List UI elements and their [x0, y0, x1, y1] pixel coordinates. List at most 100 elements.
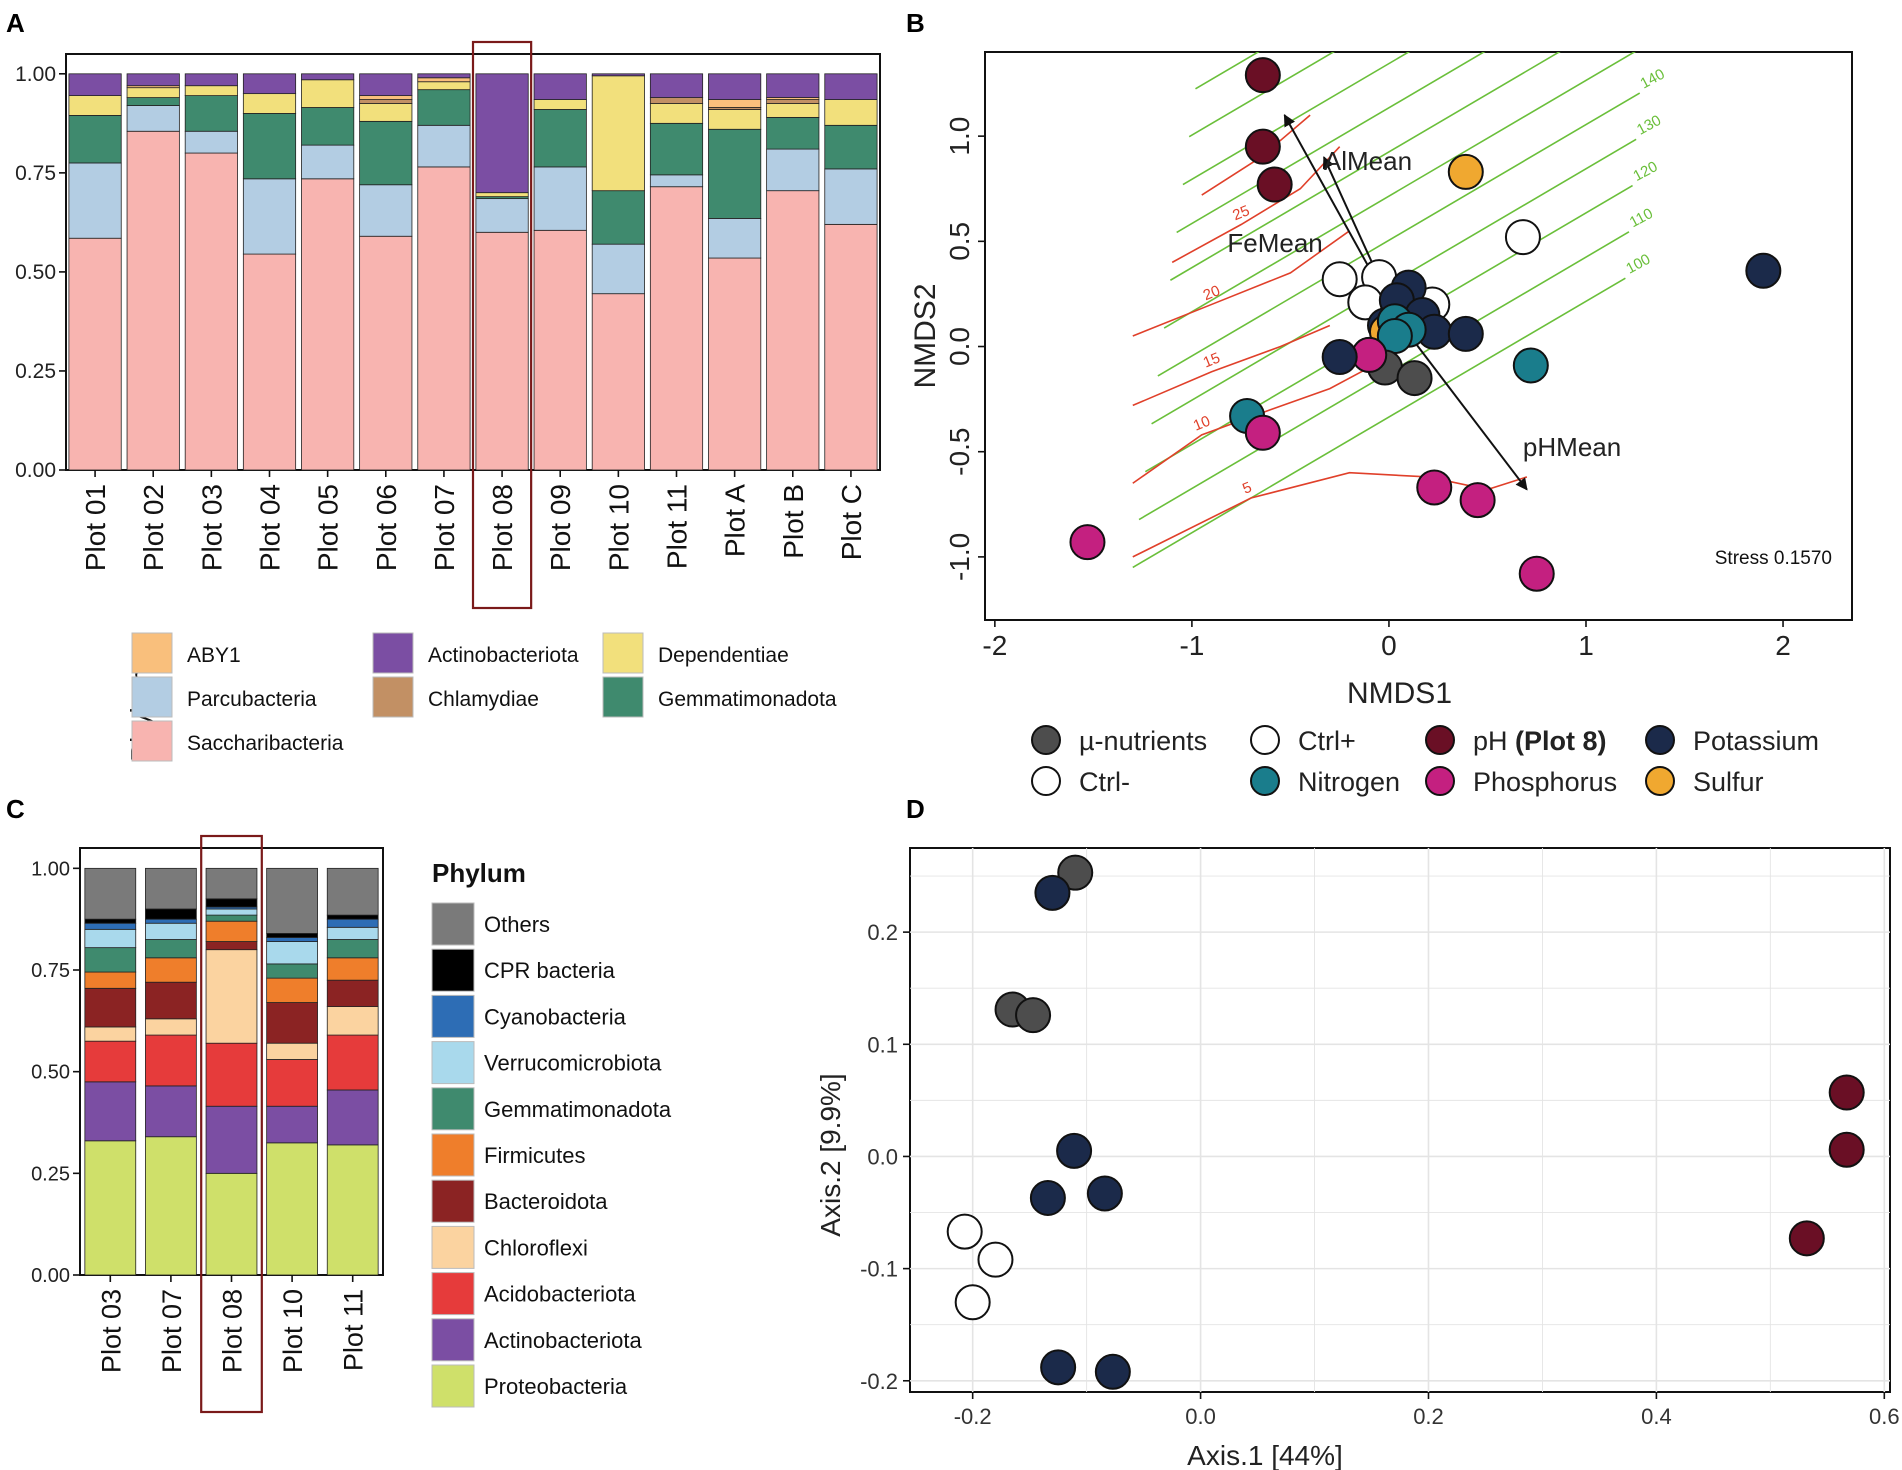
y-tick-label: -0.1 [860, 1257, 898, 1282]
point-nitrogen [1512, 347, 1549, 384]
green-contour-line [1176, 52, 1486, 234]
bar-others-plot-10 [266, 867, 318, 934]
x-tick-label-plot-a: Plot A [720, 484, 751, 557]
y-tick-label: 0.50 [31, 1062, 70, 1084]
bar-parcubacteria-plot-03 [184, 130, 238, 154]
bar-actinobacteriota-plot-b [766, 73, 820, 98]
bar-gemmatimonadota-plot-03 [184, 95, 238, 132]
legend-label-others: Others [484, 912, 550, 937]
red-contour-line [1132, 471, 1528, 558]
point-potassium [1745, 252, 1782, 289]
legend-label-nitrogen: Nitrogen [1298, 767, 1400, 797]
bar-dependentiae-plot-01 [68, 95, 122, 116]
legend-swatch-acidobacteriota [431, 1272, 475, 1316]
point-potassium [1056, 1132, 1093, 1169]
legend-label-potassium: Potassium [1693, 726, 1819, 756]
point-mu-nutrients [1057, 854, 1094, 891]
bar-firmicutes-plot-03 [84, 971, 137, 989]
legend-label-ctrl: Ctrl+ [1298, 726, 1356, 756]
bar-acidobacteriota-plot-11 [326, 1034, 379, 1091]
y-tick-label: 0.75 [15, 162, 56, 185]
bar-aby1-plot-a [708, 99, 762, 108]
bar-gemmatimonadota-plot-10 [591, 190, 645, 245]
highlight-box [471, 40, 533, 610]
bar-parcubacteria-plot-11 [649, 174, 704, 188]
bar-cyanobacteria-plot-07 [145, 918, 197, 924]
x-tick-label-plot-06: Plot 06 [371, 484, 402, 571]
y-tick-label: 0.00 [31, 1265, 70, 1287]
point-phosphorus [1518, 555, 1555, 592]
bar-proteobacteria-plot-07 [145, 1136, 197, 1276]
bar-parcubacteria-plot-04 [242, 178, 297, 255]
bar-saccharibacteria-plot-c [824, 223, 878, 471]
legend-label-aby1: ABY1 [187, 644, 241, 667]
bar-saccharibacteria-plot-08 [475, 231, 529, 471]
bar-gemmatimonadota-plot-02 [126, 97, 180, 106]
y-tick-label: 1.00 [31, 858, 70, 880]
panel-letter-c: C [6, 794, 25, 824]
green-contour-line [1169, 52, 1561, 281]
point-ph [1828, 1074, 1865, 1111]
bar-parcubacteria-plot-09 [533, 166, 587, 231]
y-tick-label: 1.00 [15, 63, 56, 86]
point-mu-nutrients [1031, 725, 1061, 755]
stress-annotation: Stress 0.1570 [1715, 548, 1832, 569]
bar-gemmatimonadota-plot-08 [205, 914, 258, 922]
x-tick-label: 2 [1775, 630, 1791, 661]
legend-swatch-cpr-bacteria [431, 948, 475, 992]
bar-saccharibacteria-plot-07 [417, 166, 471, 471]
x-tick-label: -1 [1179, 630, 1204, 661]
bar-cpr-bacteria-plot-11 [326, 914, 379, 920]
legend-swatch-others [431, 902, 475, 946]
bar-bacteroidota-plot-08 [205, 941, 258, 951]
x-tick-label-plot-08: Plot 08 [487, 484, 518, 571]
panel-a-stacked-bar-chart: 0.00 0.25 0.50 0.75 1.00 Plot 01 Plot 02 Plot 0… [15, 40, 881, 762]
point-phosphorus [1459, 482, 1496, 519]
legend-label-sulfur: Sulfur [1693, 767, 1764, 797]
bar-gemmatimonadota-plot-05 [301, 107, 355, 146]
point-ph [1828, 1131, 1865, 1168]
bar-actinobacteriota-plot-03 [184, 73, 238, 87]
legend-swatch-saccharibacteria [131, 720, 173, 762]
legend-swatch-gemmatimonadota [602, 676, 644, 718]
bar-verrucomicrobiota-plot-03 [84, 928, 137, 949]
red-contour-line [1171, 146, 1341, 264]
vector-label-almean: AlMean [1324, 146, 1412, 176]
legend-title: Phylum [432, 858, 526, 888]
point-ph [1244, 57, 1281, 94]
point-potassium [1034, 874, 1071, 911]
legend-label-phosphorus: Phosphorus [1473, 767, 1617, 797]
bar-gemmatimonadota-plot-09 [533, 109, 587, 168]
bar-bacteroidota-plot-03 [84, 987, 137, 1028]
point-potassium [1086, 1175, 1123, 1212]
bar-dependentiae-plot-06 [359, 103, 413, 122]
legend-label-cpr-bacteria: CPR bacteria [484, 958, 616, 983]
point-potassium [1040, 1349, 1077, 1386]
bar-actinobacteriota-plot-07 [417, 73, 471, 79]
legend-label-cyanobacteria: Cyanobacteria [484, 1004, 627, 1029]
vector-label-phmean: pHMean [1523, 432, 1621, 462]
bar-actinobacteriota-plot-08 [475, 73, 529, 194]
bar-verrucomicrobiota-plot-10 [266, 941, 318, 965]
bar-chloroflexi-plot-11 [326, 1006, 379, 1036]
bar-actinobacteriota-plot-10 [266, 1105, 318, 1144]
bar-gemmatimonadota-plot-06 [359, 120, 413, 186]
legend-swatch-gemmatimonadota [431, 1087, 475, 1131]
bar-firmicutes-plot-07 [145, 957, 197, 983]
bar-parcubacteria-plot-01 [68, 162, 122, 239]
bar-saccharibacteria-plot-11 [649, 186, 704, 471]
bar-dependentiae-plot-05 [301, 79, 355, 108]
legend-label-bacteroidota: Bacteroidota [484, 1189, 608, 1214]
x-tick-label: 0.0 [1185, 1404, 1216, 1429]
x-tick-label: 0.4 [1641, 1404, 1672, 1429]
y-tick-label: 0.25 [31, 1163, 70, 1185]
bar-actinobacteriota-plot-c [824, 73, 878, 100]
bar-parcubacteria-plot-10 [591, 243, 645, 295]
bar-proteobacteria-plot-08 [205, 1172, 258, 1276]
bar-chloroflexi-plot-08 [205, 949, 258, 1044]
bar-actinobacteriota-plot-11 [649, 73, 704, 98]
bar-others-plot-11 [326, 867, 379, 916]
bar-actinobacteriota-plot-02 [126, 73, 180, 87]
x-axis-label: Axis.1 [44%] [1187, 1440, 1343, 1470]
